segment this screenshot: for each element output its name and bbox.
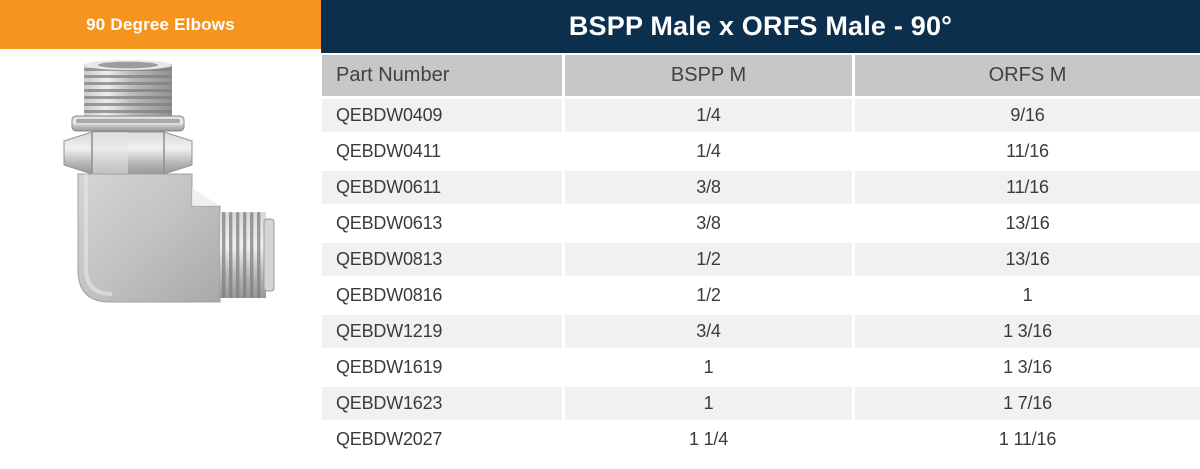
part-number-cell: QEBDW1619 [322, 351, 562, 384]
column-header-part-number: Part Number [322, 55, 562, 96]
bspp-size-cell: 1/2 [565, 279, 852, 312]
elbow-body-icon [77, 173, 221, 303]
table-row: QEBDW1219 3/4 1 3/16 [322, 315, 1200, 348]
bspp-size-cell: 1/4 [565, 135, 852, 168]
part-number-cell: QEBDW1219 [322, 315, 562, 348]
top-thread-icon [84, 60, 172, 118]
bspp-size-cell: 3/8 [565, 207, 852, 240]
bspp-size-cell: 1/2 [565, 243, 852, 276]
orfs-size-cell: 1 11/16 [855, 423, 1200, 456]
side-thread-icon [220, 212, 275, 298]
spec-table: Part Number BSPP M ORFS M QEBDW0409 1/4 9/… [322, 55, 1200, 459]
bspp-size-cell: 1/4 [565, 99, 852, 132]
table-row: QEBDW0813 1/2 13/16 [322, 243, 1200, 276]
washer-icon [71, 115, 185, 132]
category-banner-label: 90 Degree Elbows [86, 14, 235, 34]
orfs-size-cell: 13/16 [855, 243, 1200, 276]
product-photo-90-degree-elbow [63, 60, 275, 303]
bspp-size-cell: 1 1/4 [565, 423, 852, 456]
orfs-size-cell: 13/16 [855, 207, 1200, 240]
orfs-size-cell: 11/16 [855, 135, 1200, 168]
orfs-size-cell: 9/16 [855, 99, 1200, 132]
category-banner: 90 Degree Elbows [0, 0, 321, 49]
bspp-size-cell: 3/4 [565, 315, 852, 348]
part-number-cell: QEBDW1623 [322, 387, 562, 420]
table-body: QEBDW0409 1/4 9/16 QEBDW0411 1/4 11/16 QEBDW06… [322, 99, 1200, 456]
bspp-size-cell: 3/8 [565, 171, 852, 204]
orfs-size-cell: 1 7/16 [855, 387, 1200, 420]
part-number-cell: QEBDW0411 [322, 135, 562, 168]
page-title: BSPP Male x ORFS Male - 90° [568, 11, 953, 41]
hex-nut-icon [63, 131, 193, 175]
part-number-cell: QEBDW0813 [322, 243, 562, 276]
part-number-cell: QEBDW0611 [322, 171, 562, 204]
column-header-orfs-m: ORFS M [855, 55, 1200, 96]
part-number-cell: QEBDW0409 [322, 99, 562, 132]
table-title-bar: BSPP Male x ORFS Male - 90° [321, 0, 1200, 53]
table-row: QEBDW0409 1/4 9/16 [322, 99, 1200, 132]
table-row: QEBDW0611 3/8 11/16 [322, 171, 1200, 204]
orfs-size-cell: 1 3/16 [855, 351, 1200, 384]
table-row: QEBDW1623 1 1 7/16 [322, 387, 1200, 420]
orfs-size-cell: 1 3/16 [855, 315, 1200, 348]
part-number-cell: QEBDW0613 [322, 207, 562, 240]
part-number-cell: QEBDW0816 [322, 279, 562, 312]
column-header-bspp-m: BSPP M [565, 55, 852, 96]
table-row: QEBDW2027 1 1/4 1 11/16 [322, 423, 1200, 456]
table-row: QEBDW0411 1/4 11/16 [322, 135, 1200, 168]
part-number-cell: QEBDW2027 [322, 423, 562, 456]
table-row: QEBDW0613 3/8 13/16 [322, 207, 1200, 240]
orfs-size-cell: 1 [855, 279, 1200, 312]
bspp-size-cell: 1 [565, 387, 852, 420]
bspp-size-cell: 1 [565, 351, 852, 384]
orfs-size-cell: 11/16 [855, 171, 1200, 204]
table-header-row: Part Number BSPP M ORFS M [322, 55, 1200, 96]
table-row: QEBDW1619 1 1 3/16 [322, 351, 1200, 384]
table-row: QEBDW0816 1/2 1 [322, 279, 1200, 312]
